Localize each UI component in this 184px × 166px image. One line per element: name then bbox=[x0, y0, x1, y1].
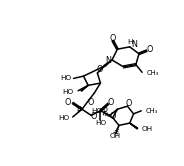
Text: HO: HO bbox=[59, 116, 70, 122]
Text: N: N bbox=[131, 40, 137, 49]
Polygon shape bbox=[130, 123, 138, 129]
Text: P: P bbox=[76, 106, 81, 115]
Text: HO: HO bbox=[62, 89, 74, 95]
Text: HO: HO bbox=[96, 120, 107, 126]
Text: CH₃: CH₃ bbox=[146, 108, 158, 114]
Text: OH: OH bbox=[141, 126, 152, 132]
Text: O: O bbox=[64, 98, 70, 107]
Text: O: O bbox=[96, 65, 103, 75]
Text: HO: HO bbox=[92, 108, 103, 114]
Text: H: H bbox=[128, 39, 133, 45]
Text: OH: OH bbox=[109, 133, 121, 139]
Text: N: N bbox=[105, 56, 111, 65]
Text: O: O bbox=[126, 99, 132, 108]
Polygon shape bbox=[81, 85, 88, 91]
Text: HO: HO bbox=[60, 75, 71, 82]
Text: CH₃: CH₃ bbox=[147, 70, 159, 76]
Polygon shape bbox=[104, 60, 112, 67]
Text: O: O bbox=[110, 112, 116, 121]
Text: O: O bbox=[87, 98, 94, 107]
Text: P: P bbox=[102, 107, 107, 116]
Text: O: O bbox=[146, 45, 153, 54]
Text: O: O bbox=[90, 112, 97, 121]
Text: O: O bbox=[107, 98, 114, 107]
Text: O: O bbox=[110, 34, 116, 43]
